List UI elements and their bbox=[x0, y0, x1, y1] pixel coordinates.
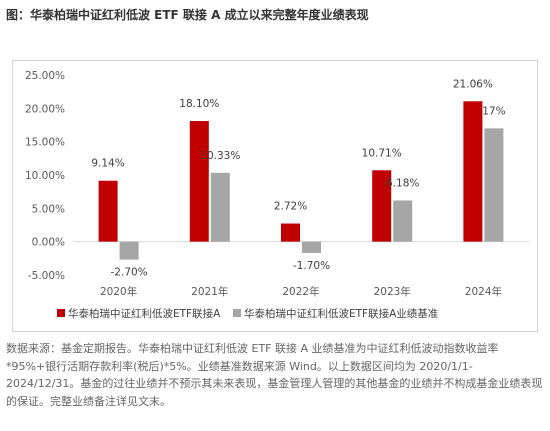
bar-fund bbox=[189, 121, 209, 242]
data-label: 17% bbox=[482, 105, 505, 117]
x-tick-label: 2021年 bbox=[191, 285, 228, 298]
y-tick-label: 25.00% bbox=[25, 70, 65, 82]
y-tick-label: 0.00% bbox=[32, 237, 65, 249]
data-label: 9.14% bbox=[91, 158, 124, 170]
x-tick-label: 2024年 bbox=[465, 285, 502, 298]
y-tick-label: 15.00% bbox=[25, 137, 65, 149]
bar-benchmark bbox=[119, 241, 139, 260]
data-label: -2.70% bbox=[111, 267, 148, 279]
data-label: 21.06% bbox=[453, 78, 493, 90]
data-label: 2.72% bbox=[274, 201, 307, 213]
bar-fund bbox=[98, 180, 118, 242]
legend-swatch-fund bbox=[57, 309, 65, 317]
figure-title: 图：华泰柏瑞中证红利低波 ETF 联接 A 成立以来完整年度业绩表现 bbox=[6, 8, 369, 22]
y-tick-label: -5.00% bbox=[28, 270, 65, 282]
chart-frame: 25.00% 20.00% 15.00% 10.00% 5.00% 0.00% -5.00%… bbox=[12, 60, 538, 332]
figure-footnote: 数据来源：基金定期报告。华泰柏瑞中证红利低波 ETF 联接 A 业绩基准为中证红… bbox=[6, 342, 543, 408]
y-tick-label: 5.00% bbox=[32, 203, 65, 215]
legend-swatch-benchmark bbox=[233, 309, 241, 317]
bar-benchmark bbox=[393, 200, 413, 242]
bar-benchmark bbox=[302, 241, 321, 253]
data-label: 6.18% bbox=[386, 177, 419, 189]
x-tick-label: 2020年 bbox=[100, 285, 137, 298]
legend-label-fund: 华泰柏瑞中证红利低波ETF联接A bbox=[68, 307, 221, 320]
bar-benchmark bbox=[484, 128, 504, 242]
bar-fund bbox=[281, 223, 300, 242]
data-label: 10.71% bbox=[362, 147, 402, 159]
bar-benchmark bbox=[210, 172, 230, 242]
data-label: -1.70% bbox=[293, 260, 330, 272]
x-tick-label: 2022年 bbox=[282, 285, 319, 298]
bar-fund bbox=[372, 170, 392, 242]
y-tick-label: 10.00% bbox=[25, 170, 65, 182]
data-label: 18.10% bbox=[179, 98, 219, 110]
data-label: 10.33% bbox=[200, 150, 240, 162]
y-tick-label: 20.00% bbox=[25, 103, 65, 115]
legend-label-benchmark: 华泰柏瑞中证红利低波ETF联接A业绩基准 bbox=[244, 307, 438, 320]
bar-chart: 25.00% 20.00% 15.00% 10.00% 5.00% 0.00% -5.00%… bbox=[25, 70, 529, 320]
x-tick-label: 2023年 bbox=[374, 285, 411, 298]
bar-fund bbox=[463, 101, 483, 242]
